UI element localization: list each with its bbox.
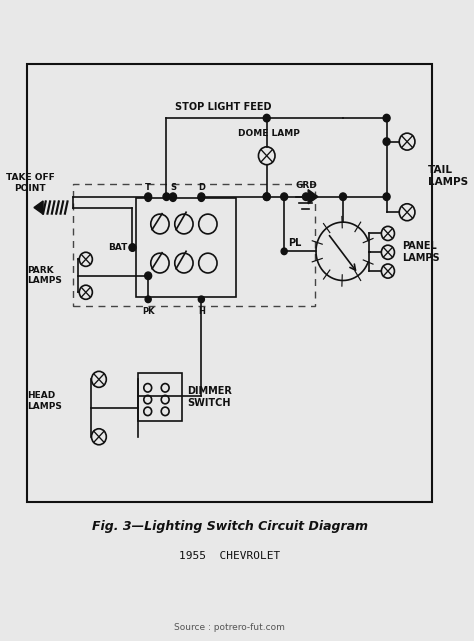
Text: T: T [145,183,151,192]
Circle shape [198,195,204,201]
Circle shape [302,193,310,201]
Circle shape [145,193,152,201]
Circle shape [170,193,176,201]
Circle shape [198,296,204,303]
Bar [73,184,315,306]
Bar [27,64,432,502]
Bar [136,198,236,297]
Circle shape [263,114,270,122]
Circle shape [383,138,390,146]
Circle shape [145,272,152,279]
Circle shape [263,193,270,201]
Text: TAKE OFF
POINT: TAKE OFF POINT [6,173,55,193]
Text: Fig. 3—Lighting Switch Circuit Diagram: Fig. 3—Lighting Switch Circuit Diagram [91,520,368,533]
Polygon shape [308,190,318,204]
Text: TAIL
LAMPS: TAIL LAMPS [428,165,468,187]
Circle shape [145,195,151,201]
Circle shape [281,248,287,254]
Circle shape [198,193,205,201]
Circle shape [145,296,151,303]
Circle shape [281,193,288,201]
Polygon shape [34,201,43,214]
Text: PL: PL [288,238,301,247]
Circle shape [170,195,176,201]
Text: HEAD
LAMPS: HEAD LAMPS [27,391,62,411]
Circle shape [263,193,270,201]
Circle shape [129,244,136,251]
Text: PANEL
LAMPS: PANEL LAMPS [402,242,439,263]
Text: Source : potrero-fut.com: Source : potrero-fut.com [174,623,285,633]
Text: GRD: GRD [295,181,317,190]
Circle shape [383,193,390,201]
Text: STOP LIGHT FEED: STOP LIGHT FEED [175,103,272,112]
Circle shape [129,244,136,251]
Text: DOME LAMP: DOME LAMP [238,129,300,138]
Text: PARK
LAMPS: PARK LAMPS [27,266,62,285]
Text: H: H [198,307,205,316]
Circle shape [383,114,390,122]
Text: BAT: BAT [108,243,127,252]
Circle shape [339,193,346,201]
Text: DIMMER
SWITCH: DIMMER SWITCH [187,386,232,408]
Text: 1955  CHEVROLET: 1955 CHEVROLET [179,551,280,561]
Circle shape [163,193,170,201]
Text: D: D [198,183,205,192]
Text: S: S [170,183,176,192]
Bar [138,373,182,420]
Text: PK: PK [142,307,155,316]
